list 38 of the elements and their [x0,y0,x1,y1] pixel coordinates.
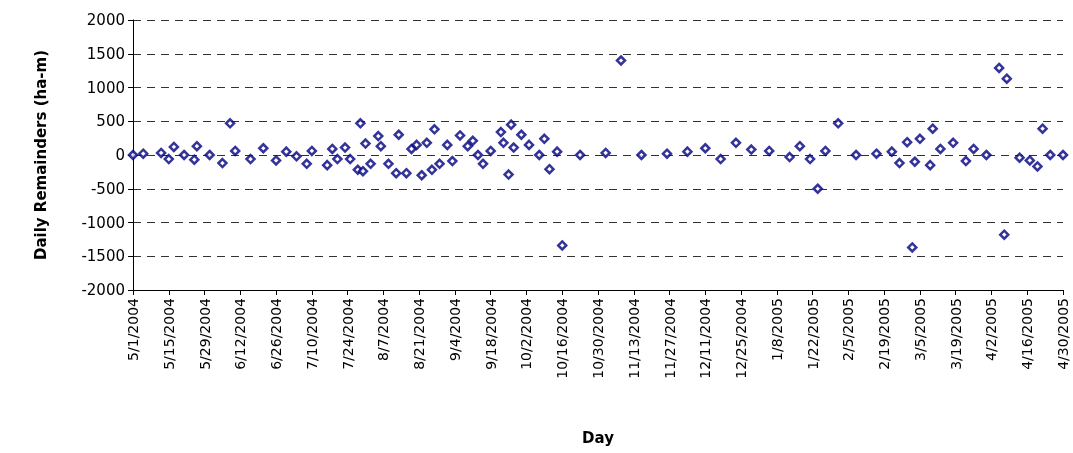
x-tick-label: 6/12/2004 [232,297,249,370]
y-tick-label: 1500 [86,44,125,63]
x-tick-label: 6/26/2004 [268,297,285,370]
x-tick-label: 5/1/2004 [125,297,141,361]
y-tick-label: 2000 [86,11,125,29]
x-tick-label: 10/16/2004 [554,297,571,379]
x-tick-label: 8/7/2004 [375,297,392,361]
x-tick-label: 12/11/2004 [697,297,714,379]
y-tick-label: -1000 [81,213,125,232]
x-tick-label: 9/18/2004 [482,297,499,370]
x-tick-label: 1/8/2005 [768,298,785,361]
x-tick-label: 7/24/2004 [339,297,356,370]
x-tick-label: 5/15/2004 [160,297,177,370]
x-tick-label: 8/21/2004 [411,297,428,370]
x-tick-label: 3/19/2005 [947,298,964,370]
x-tick-label: 11/27/2004 [661,297,678,379]
x-tick-label: 5/29/2004 [196,297,213,370]
x-tick-label: 10/30/2004 [590,297,606,379]
y-tick-label: -1500 [81,247,125,266]
x-tick-label: 2/5/2005 [840,298,857,361]
x-tick-label: 10/2/2004 [518,297,535,370]
y-tick-label: -500 [90,179,125,198]
x-tick-label: 1/22/2005 [804,298,821,370]
x-axis-title: Day [582,428,615,447]
x-tick-label: 7/10/2004 [303,297,320,370]
x-tick-label: 4/30/2005 [1055,298,1071,370]
x-tick-label: 12/25/2004 [733,297,750,379]
x-tick-label: 3/5/2005 [911,298,928,361]
y-tick-label: 0 [115,146,125,164]
y-axis-title: Daily Remainders (ha-m) [31,50,50,260]
x-tick-label: 2/19/2005 [876,298,893,370]
y-tick-label: -2000 [81,281,125,299]
x-tick-label: 9/4/2004 [446,297,463,361]
x-tick-label: 11/13/2004 [625,297,642,379]
y-tick-label: 500 [96,112,125,131]
y-tick-label: 1000 [86,78,125,97]
x-tick-label: 4/2/2005 [983,298,1000,361]
x-tick-label: 4/16/2005 [1019,298,1036,370]
